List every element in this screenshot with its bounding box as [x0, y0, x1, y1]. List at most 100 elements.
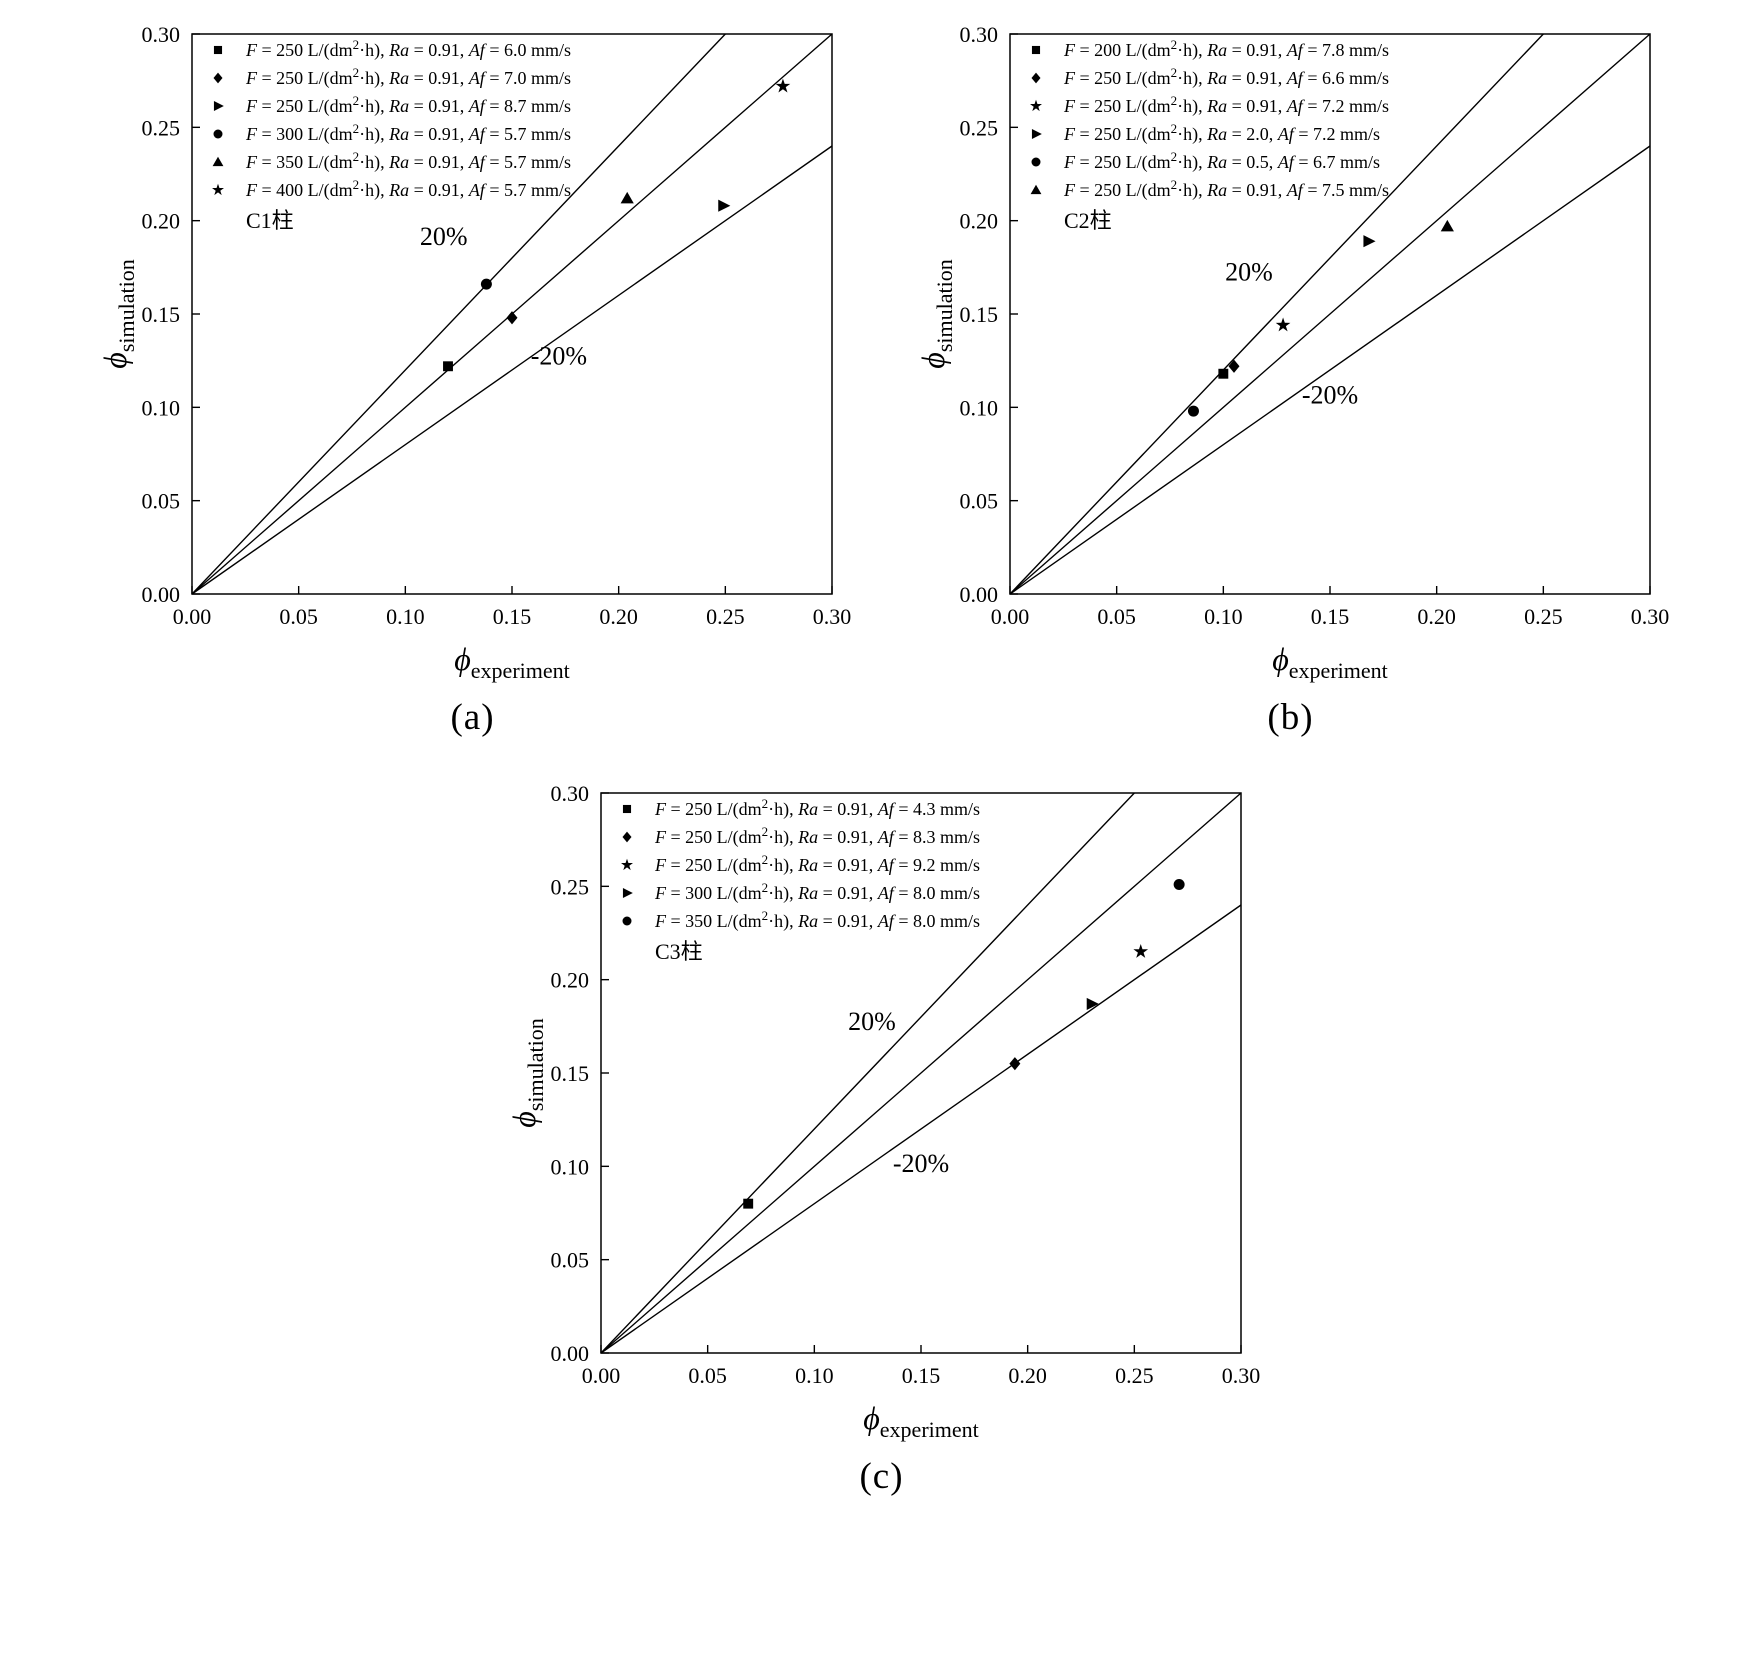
subplot-a-caption: (a) — [450, 697, 495, 738]
square-marker — [442, 361, 453, 372]
ref-line — [1008, 33, 1544, 595]
triangle-right-marker — [717, 199, 730, 212]
legend-label: F = 250 L/(dm2·h), Ra = 0.91, Af = 8.3 m… — [654, 824, 980, 848]
data-point — [1008, 1057, 1020, 1071]
legend-label: F = 250 L/(dm2·h), Ra = 0.5, Af = 6.7 mm… — [1063, 149, 1380, 173]
x-tick-label: 0.00 — [990, 604, 1029, 629]
legend-label: F = 250 L/(dm2·h), Ra = 0.91, Af = 7.0 m… — [245, 65, 571, 89]
diamond-marker — [213, 72, 222, 84]
square-marker — [742, 1198, 753, 1209]
x-tick-label: 0.05 — [688, 1363, 727, 1388]
x-tick-label: 0.05 — [1097, 604, 1136, 629]
legend-label: F = 350 L/(dm2·h), Ra = 0.91, Af = 5.7 m… — [245, 149, 571, 173]
annotation: 20% — [1225, 257, 1273, 286]
data-point — [742, 1198, 753, 1209]
ref-line — [1009, 145, 1650, 595]
y-tick-label: 0.00 — [959, 582, 998, 607]
data-point — [1228, 359, 1239, 373]
ref-line — [599, 792, 1135, 1354]
y-tick-label: 0.00 — [550, 1341, 589, 1366]
x-tick-label: 0.20 — [1008, 1363, 1047, 1388]
annotation: -20% — [892, 1149, 948, 1178]
chart-title: C3柱 — [655, 939, 703, 964]
y-tick-label: 0.30 — [550, 781, 589, 806]
legend-label: F = 250 L/(dm2·h), Ra = 0.91, Af = 7.2 m… — [1063, 93, 1389, 117]
y-tick-label: 0.05 — [550, 1248, 589, 1273]
x-tick-label: 0.25 — [1115, 1363, 1154, 1388]
circle-marker — [480, 278, 492, 290]
x-tick-label: 0.10 — [386, 604, 425, 629]
square-marker — [213, 45, 222, 55]
chart-title: C1柱 — [246, 208, 294, 233]
y-tick-label: 0.30 — [959, 22, 998, 47]
diamond-marker — [1228, 359, 1239, 373]
diamond-marker — [1031, 72, 1040, 84]
data-point — [1217, 368, 1228, 379]
circle-marker — [1173, 878, 1185, 890]
square-marker — [1217, 368, 1228, 379]
x-tick-label: 0.30 — [1221, 1363, 1260, 1388]
data-point — [506, 311, 517, 325]
data-point — [1440, 219, 1454, 232]
triangle-right-marker — [213, 101, 224, 111]
star-marker — [775, 78, 790, 93]
y-tick-label: 0.10 — [141, 395, 180, 420]
chart-c-canvas: 0.000.00 0.05 0.05 0.10 0.10 0.15 0.15 0.20 0.20… — [506, 781, 1260, 1442]
annotation: -20% — [530, 341, 586, 370]
x-tick-label: 0.05 — [279, 604, 318, 629]
x-tick-label: 0.30 — [812, 604, 851, 629]
diamond-marker — [1008, 1057, 1020, 1071]
triangle-up-marker — [1440, 219, 1454, 232]
bottom-row: 0.00 0.00 0.05 0.05 0.10 0.10 0.15 0.15 0.20 0.20… — [0, 765, 1763, 1498]
data-point — [1362, 235, 1376, 248]
legend-label: F = 350 L/(dm2·h), Ra = 0.91, Af = 8.0 m… — [654, 908, 980, 932]
legend-label: F = 250 L/(dm2·h), Ra = 0.91, Af = 6.0 m… — [245, 37, 571, 61]
diamond-marker — [506, 311, 517, 325]
triangle-up-marker — [620, 191, 634, 204]
data-point — [1187, 405, 1199, 417]
data-point — [1275, 317, 1290, 332]
legend-label: F = 250 L/(dm2·h), Ra = 0.91, Af = 6.6 m… — [1063, 65, 1389, 89]
y-tick-label: 0.20 — [141, 209, 180, 234]
legend-label: F = 250 L/(dm2·h), Ra = 0.91, Af = 8.7 m… — [245, 93, 571, 117]
data-point — [1086, 997, 1099, 1010]
x-tick-label: 0.00 — [581, 1363, 620, 1388]
legend-label: F = 250 L/(dm2·h), Ra = 2.0, Af = 7.2 mm… — [1063, 121, 1380, 145]
y-tick-label: 0.15 — [959, 302, 998, 327]
y-tick-label: 0.25 — [141, 115, 180, 140]
x-tick-label: 0.00 — [172, 604, 211, 629]
square-marker — [1031, 45, 1040, 55]
annotation: 20% — [419, 222, 467, 251]
legend-label: F = 250 L/(dm2·h), Ra = 0.91, Af = 4.3 m… — [654, 796, 980, 820]
subplot-b-caption: (b) — [1267, 697, 1314, 738]
x-tick-label: 0.30 — [1630, 604, 1669, 629]
y-tick-label: 0.10 — [959, 395, 998, 420]
star-marker — [1132, 943, 1148, 958]
triangle-right-marker — [1086, 997, 1099, 1010]
legend-label: F = 200 L/(dm2·h), Ra = 0.91, Af = 7.8 m… — [1063, 37, 1389, 61]
y-tick-label: 0.20 — [550, 968, 589, 993]
x-tick-label: 0.15 — [901, 1363, 940, 1388]
circle-marker — [622, 916, 631, 926]
data-point — [480, 278, 492, 290]
circle-marker — [1187, 405, 1199, 417]
y-tick-label: 0.05 — [141, 489, 180, 514]
x-tick-label: 0.10 — [1204, 604, 1243, 629]
ref-line — [1009, 33, 1650, 595]
ref-line — [191, 145, 832, 595]
ref-line — [190, 33, 726, 595]
x-tick-label: 0.20 — [1417, 604, 1456, 629]
triangle-up-marker — [212, 156, 223, 167]
y-tick-label: 0.15 — [550, 1061, 589, 1086]
triangle-right-marker — [1031, 129, 1042, 139]
subplot-c: 0.00 0.00 0.05 0.05 0.10 0.10 0.15 0.15 0.20 0.20… — [501, 765, 1263, 1498]
y-tick-label: 0.30 — [141, 22, 180, 47]
x-tick-label: 0.15 — [1310, 604, 1349, 629]
star-marker — [1029, 99, 1042, 112]
x-tick-label: 0.25 — [1524, 604, 1563, 629]
y-axis-label: ϕsimulation — [915, 259, 957, 368]
chart-a-canvas: 0.000.00 0.05 0.05 0.10 0.10 0.15 0.15 0.20 0.20… — [97, 22, 851, 683]
chart-title: C2柱 — [1064, 208, 1112, 233]
y-tick-label: 0.20 — [959, 209, 998, 234]
